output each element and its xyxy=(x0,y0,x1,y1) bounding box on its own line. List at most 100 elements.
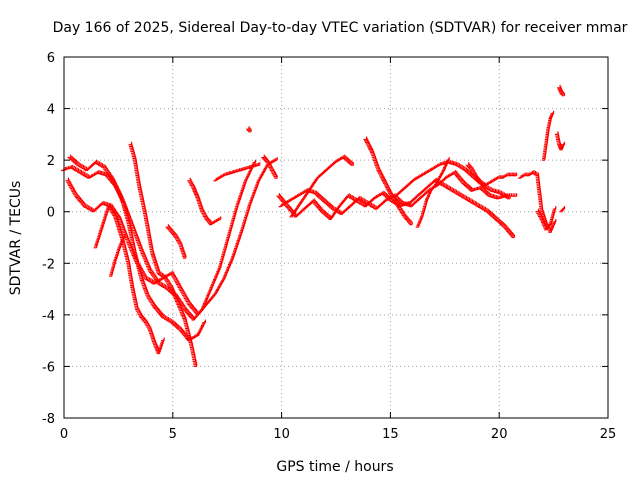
data-point xyxy=(143,213,154,252)
data-point xyxy=(169,270,182,289)
data-point xyxy=(289,202,301,218)
data-point xyxy=(513,193,518,197)
data-point xyxy=(461,180,473,191)
data-point xyxy=(544,127,550,146)
data-point xyxy=(176,301,186,320)
data-point xyxy=(407,194,418,205)
data-point xyxy=(117,236,125,249)
data-point xyxy=(91,202,103,213)
data-point xyxy=(550,110,555,115)
data-point xyxy=(248,128,252,133)
series-arc-q xyxy=(465,162,518,187)
data-point xyxy=(126,219,136,252)
data-point xyxy=(415,215,423,228)
data-point xyxy=(417,189,429,200)
y-tick-label: -8 xyxy=(42,412,55,427)
y-tick-label: 2 xyxy=(47,154,55,169)
data-point xyxy=(74,193,86,206)
data-point xyxy=(169,286,180,304)
data-point xyxy=(119,195,130,221)
data-point xyxy=(363,136,373,152)
data-point xyxy=(393,186,405,197)
data-point xyxy=(213,277,225,295)
data-point xyxy=(222,256,234,280)
data-point xyxy=(337,194,349,208)
chart-title: Day 166 of 2025, Sidereal Day-to-day VTE… xyxy=(53,20,628,36)
x-tick-label: 25 xyxy=(600,427,617,442)
series-arc-v xyxy=(557,84,566,97)
data-point xyxy=(374,199,386,210)
data-point xyxy=(230,231,243,259)
data-point xyxy=(139,275,149,296)
series-arc-k xyxy=(276,177,515,239)
data-point xyxy=(511,234,515,239)
data-point xyxy=(330,206,342,214)
data-point xyxy=(481,182,492,191)
series-arc-b xyxy=(65,157,278,316)
data-point xyxy=(235,179,247,208)
data-point xyxy=(539,216,548,229)
data-point xyxy=(544,222,551,231)
data-point xyxy=(302,199,314,210)
data-point xyxy=(541,143,548,161)
data-point xyxy=(161,337,165,342)
series-arc-g xyxy=(165,224,187,259)
data-point xyxy=(450,188,462,196)
data-point xyxy=(293,207,305,218)
data-point xyxy=(502,224,514,237)
data-point xyxy=(452,170,464,183)
data-point xyxy=(182,306,195,320)
data-point xyxy=(561,206,566,210)
data-point xyxy=(365,201,377,209)
data-point xyxy=(111,177,123,198)
data-point xyxy=(239,202,252,233)
data-point xyxy=(193,363,198,367)
data-point xyxy=(137,182,147,216)
data-point xyxy=(409,221,413,226)
data-point xyxy=(350,162,354,166)
series-arc-w xyxy=(559,206,566,213)
series-arc-j xyxy=(261,154,278,179)
data-point xyxy=(156,280,168,289)
data-point xyxy=(200,208,208,219)
data-point xyxy=(191,185,199,198)
data-point xyxy=(546,117,552,130)
x-axis-label: GPS time / hours xyxy=(276,459,393,475)
data-point xyxy=(269,167,277,178)
data-point xyxy=(441,182,453,191)
data-point xyxy=(252,159,257,164)
data-point xyxy=(356,195,368,204)
plot-border xyxy=(63,56,609,419)
data-point xyxy=(559,207,564,213)
series-arc-n xyxy=(363,136,413,226)
data-point xyxy=(467,198,479,207)
data-point xyxy=(82,203,94,212)
series-arc-i xyxy=(213,162,261,182)
data-point xyxy=(552,206,557,210)
data-point xyxy=(496,175,503,179)
data-point xyxy=(195,195,204,211)
data-point xyxy=(204,292,216,306)
data-point xyxy=(261,154,269,162)
data-point xyxy=(535,172,544,211)
series-arc-s xyxy=(535,206,557,231)
data-point xyxy=(485,208,497,219)
data-point xyxy=(143,275,155,284)
data-point xyxy=(548,220,556,233)
data-point xyxy=(274,157,278,161)
data-point xyxy=(256,163,269,182)
data-point xyxy=(319,208,331,219)
data-point xyxy=(504,172,512,177)
data-point xyxy=(507,195,511,200)
data-point xyxy=(557,84,563,93)
data-point xyxy=(370,149,380,170)
data-point xyxy=(76,162,88,171)
data-point xyxy=(548,112,554,120)
data-point xyxy=(376,167,386,183)
data-point xyxy=(152,304,164,317)
y-tick-label: 6 xyxy=(47,51,55,66)
data-point xyxy=(454,162,466,171)
x-tick-label: 15 xyxy=(382,427,399,442)
data-point xyxy=(396,203,406,216)
